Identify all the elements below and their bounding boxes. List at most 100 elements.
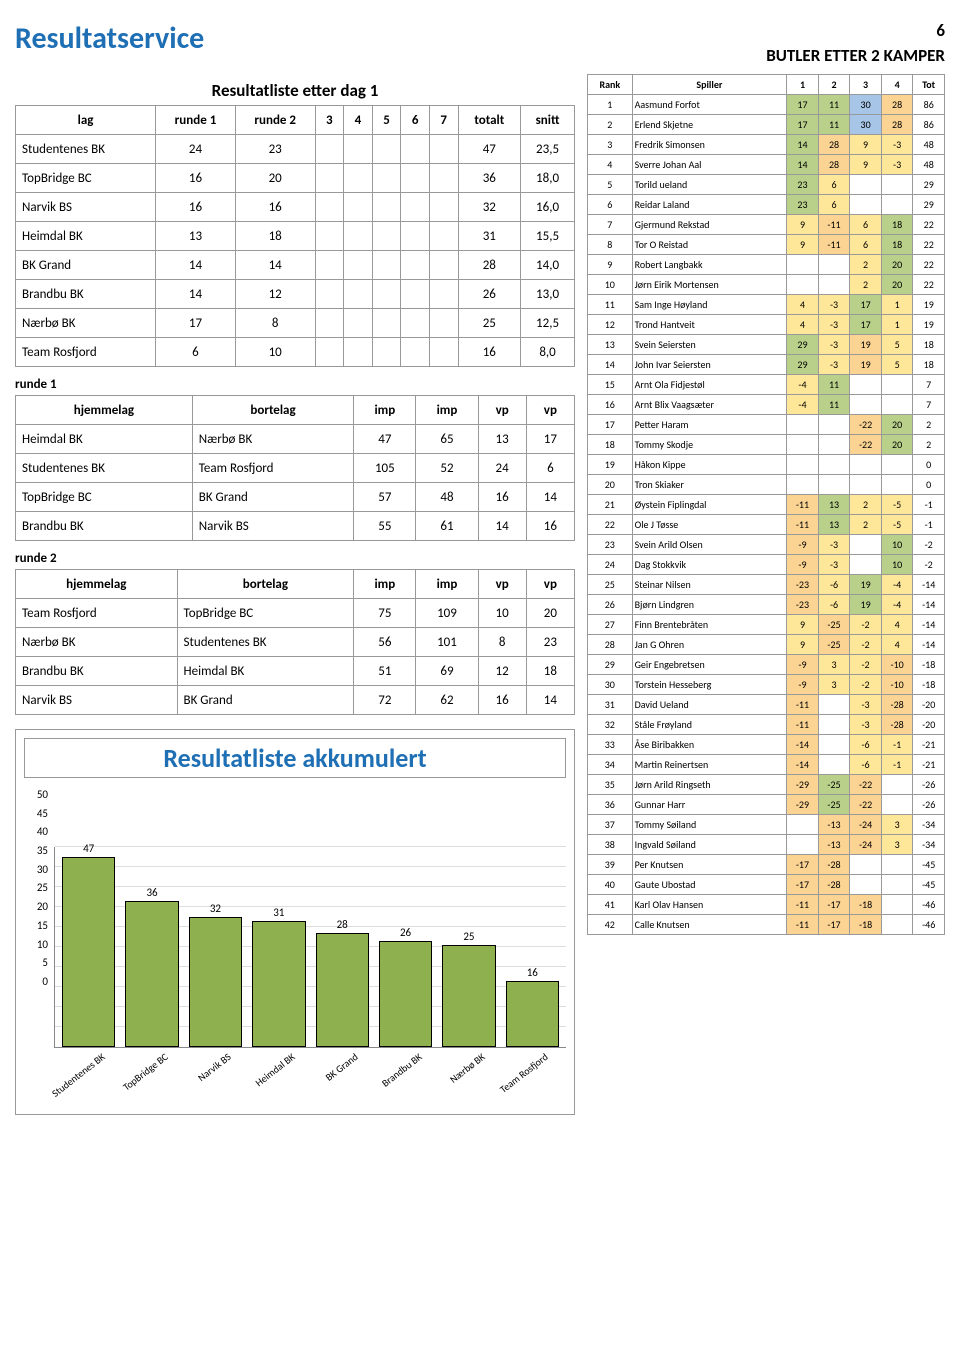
butler-cell	[881, 775, 913, 795]
butler-cell: 8	[588, 235, 633, 255]
cell	[429, 164, 458, 193]
butler-cell: -1	[913, 515, 945, 535]
butler-cell: Ståle Frøyland	[632, 715, 787, 735]
chart-bar: 36	[125, 901, 178, 1047]
cell	[429, 280, 458, 309]
cell: Nærbø BK	[16, 309, 156, 338]
butler-cell: -11	[787, 715, 819, 735]
bar-label: Heimdal BK	[232, 1047, 298, 1103]
butler-cell: 1	[881, 315, 913, 335]
col-header: 2	[818, 75, 850, 95]
cell: 16	[156, 164, 236, 193]
butler-cell: David Ueland	[632, 695, 787, 715]
butler-cell: 2	[850, 275, 882, 295]
butler-cell: Sverre Johan Aal	[632, 155, 787, 175]
butler-cell: -3	[818, 535, 850, 555]
col-header: vp	[478, 396, 526, 425]
butler-cell: -6	[818, 575, 850, 595]
butler-cell: Robert Langbakk	[632, 255, 787, 275]
cell: 15,5	[521, 222, 575, 251]
butler-cell: 3	[881, 835, 913, 855]
cell	[401, 222, 430, 251]
butler-cell: 20	[881, 415, 913, 435]
cell: 25	[458, 309, 521, 338]
butler-cell: 2	[850, 255, 882, 275]
cell: BK Grand	[192, 483, 354, 512]
butler-cell: -22	[850, 415, 882, 435]
cell	[372, 193, 401, 222]
bar-value: 36	[126, 886, 177, 899]
butler-cell: 9	[787, 615, 819, 635]
col-header: lag	[16, 106, 156, 135]
butler-cell: 48	[913, 135, 945, 155]
butler-cell: -3	[881, 155, 913, 175]
cell	[401, 193, 430, 222]
butler-cell: Svein Seiersten	[632, 335, 787, 355]
cell: BK Grand	[177, 686, 354, 715]
butler-cell: -2	[913, 555, 945, 575]
butler-cell: -28	[818, 875, 850, 895]
butler-cell: 34	[588, 755, 633, 775]
butler-cell: -29	[787, 795, 819, 815]
butler-cell: -3	[850, 695, 882, 715]
butler-cell: 11	[588, 295, 633, 315]
butler-cell: Calle Knutsen	[632, 915, 787, 935]
cell	[315, 251, 344, 280]
cell: 62	[416, 686, 478, 715]
butler-cell: 28	[881, 115, 913, 135]
cell: 23	[526, 628, 574, 657]
butler-cell: -10	[881, 655, 913, 675]
standings-caption: Resultatliste etter dag 1	[15, 80, 575, 101]
cell: 18,0	[521, 164, 575, 193]
cell: 16	[478, 483, 526, 512]
cell: 16	[526, 512, 574, 541]
butler-cell: -24	[850, 815, 882, 835]
butler-cell: 17	[850, 315, 882, 335]
butler-cell: -9	[787, 555, 819, 575]
cell: TopBridge BC	[16, 483, 193, 512]
butler-cell: 4	[881, 615, 913, 635]
butler-cell: -29	[787, 775, 819, 795]
cell	[401, 251, 430, 280]
bar-value: 26	[380, 926, 431, 939]
butler-cell: -1	[913, 495, 945, 515]
butler-cell: -6	[850, 755, 882, 775]
butler-cell: 2	[850, 515, 882, 535]
col-header: Rank	[588, 75, 633, 95]
cell: 72	[354, 686, 416, 715]
col-header: imp	[354, 570, 416, 599]
butler-cell: 39	[588, 855, 633, 875]
butler-cell: 22	[913, 215, 945, 235]
butler-cell: 12	[588, 315, 633, 335]
butler-cell: -2	[850, 635, 882, 655]
butler-cell	[818, 475, 850, 495]
col-header: 6	[401, 106, 430, 135]
cell: 12	[235, 280, 315, 309]
cell: 65	[416, 425, 478, 454]
butler-cell: Karl Olav Hansen	[632, 895, 787, 915]
butler-cell: Steinar Nilsen	[632, 575, 787, 595]
butler-cell: 22	[913, 275, 945, 295]
butler-cell: 13	[588, 335, 633, 355]
butler-cell: Øystein Fiplingdal	[632, 495, 787, 515]
col-header: imp	[354, 396, 416, 425]
butler-cell	[850, 475, 882, 495]
round1-table: hjemmelagbortelagimpimpvpvp Heimdal BKNæ…	[15, 395, 575, 541]
butler-cell: 13	[818, 515, 850, 535]
cell: 6	[156, 338, 236, 367]
butler-cell	[850, 535, 882, 555]
butler-cell: -18	[913, 675, 945, 695]
butler-cell: -10	[881, 675, 913, 695]
cell: 17	[526, 425, 574, 454]
butler-cell: Ingvald Søiland	[632, 835, 787, 855]
cell: 47	[354, 425, 416, 454]
chart-bar: 31	[252, 921, 305, 1047]
butler-cell: 2	[913, 415, 945, 435]
butler-cell	[850, 855, 882, 875]
butler-cell: 23	[787, 195, 819, 215]
butler-cell: -28	[881, 695, 913, 715]
cell	[372, 280, 401, 309]
butler-cell: Dag Stokkvik	[632, 555, 787, 575]
butler-cell: 28	[588, 635, 633, 655]
page-number: 6	[766, 20, 945, 41]
